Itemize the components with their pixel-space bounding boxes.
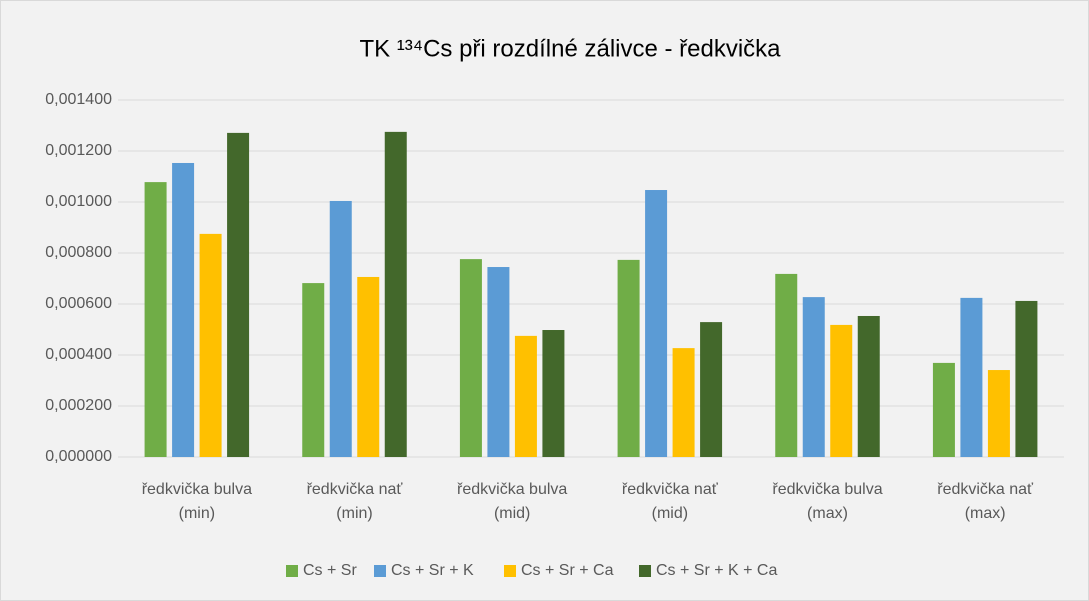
- legend-swatch: [286, 565, 298, 577]
- bar: [857, 315, 880, 457]
- x-tick-label: ředkvička nať (mid): [621, 481, 718, 522]
- y-tick-label: 0,000400: [45, 346, 112, 363]
- x-tick-label: ředkvička nať (min): [306, 481, 403, 522]
- bar: [802, 297, 825, 457]
- bar: [700, 322, 723, 457]
- bar: [329, 200, 352, 458]
- bar: [645, 190, 668, 457]
- legend-label: Cs + Sr: [303, 562, 357, 579]
- bar: [199, 233, 222, 457]
- bar: [960, 297, 983, 457]
- bar: [987, 370, 1010, 457]
- bar: [227, 132, 250, 457]
- bar: [172, 162, 195, 458]
- x-tick-label: ředkvička nať (max): [937, 481, 1034, 522]
- x-tick-label: ředkvička bulva (min): [141, 481, 252, 522]
- bar: [542, 330, 565, 457]
- legend-label: Cs + Sr + Ca: [521, 562, 614, 579]
- legend-swatch: [504, 565, 516, 577]
- x-tick-label: ředkvička bulva (max): [772, 481, 883, 522]
- bar: [617, 259, 640, 457]
- legend-label: Cs + Sr + K: [391, 562, 474, 579]
- bar: [775, 273, 798, 457]
- bar: [384, 131, 407, 457]
- bar: [672, 348, 695, 457]
- y-tick-label: 0,000600: [45, 295, 112, 312]
- y-tick-label: 0,001400: [45, 91, 112, 108]
- bar: [830, 324, 853, 457]
- x-tick-label: ředkvička bulva (mid): [457, 481, 568, 522]
- bar: [514, 335, 537, 457]
- legend-swatch: [639, 565, 651, 577]
- bar: [459, 259, 482, 457]
- y-tick-label: 0,000800: [45, 244, 112, 261]
- bar: [357, 276, 380, 457]
- y-tick-label: 0,000200: [45, 397, 112, 414]
- bar: [932, 362, 955, 457]
- chart-title: TK ¹³⁴Cs při rozdílné zálivce - ředkvičk…: [359, 35, 781, 62]
- y-tick-label: 0,001200: [45, 142, 112, 159]
- bar: [302, 283, 325, 457]
- legend-swatch: [374, 565, 386, 577]
- y-tick-label: 0,001000: [45, 193, 112, 210]
- y-tick-label: 0,000000: [45, 448, 112, 465]
- bar: [1015, 300, 1038, 457]
- bar: [487, 267, 510, 457]
- bar: [144, 182, 167, 458]
- legend-label: Cs + Sr + K + Ca: [656, 562, 777, 579]
